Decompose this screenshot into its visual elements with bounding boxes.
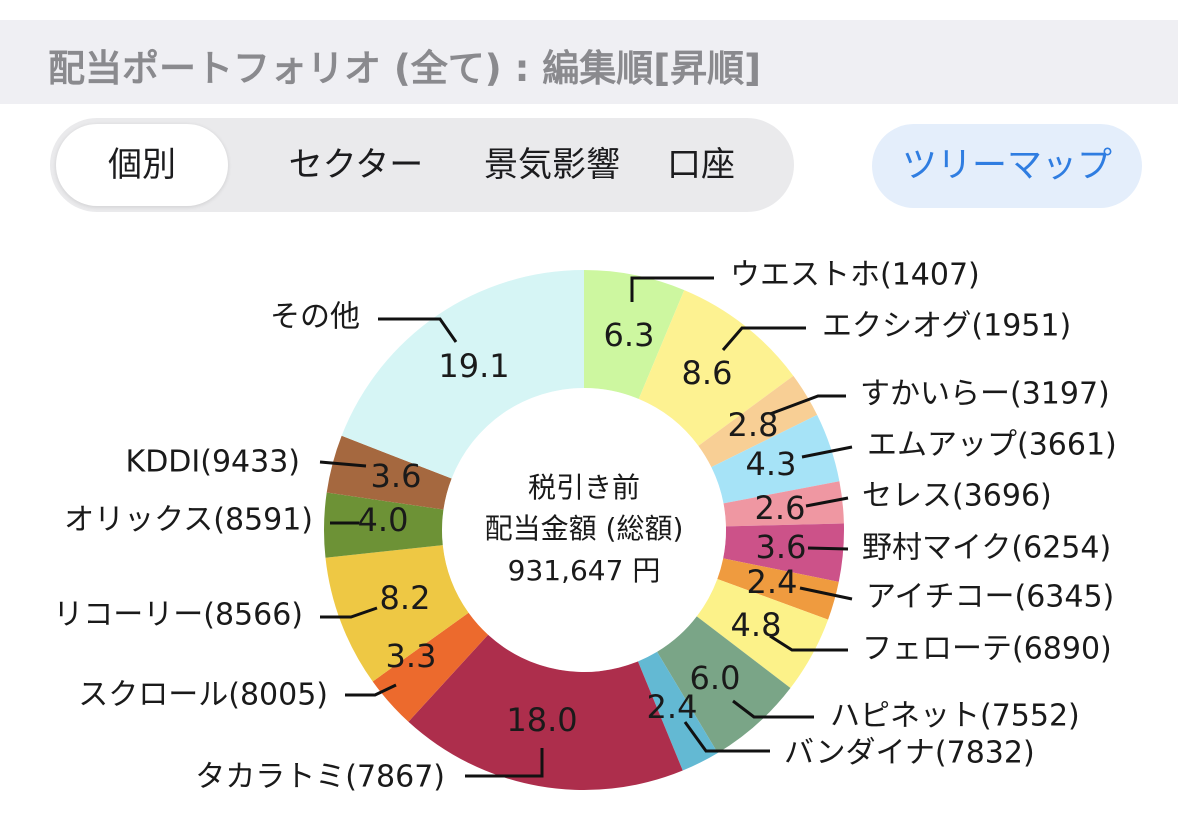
slice-value-label: 8.2 — [380, 579, 431, 617]
leader-line — [807, 546, 849, 551]
slice-name-label: エクシオグ(1951) — [822, 309, 1071, 344]
slice-value-label: 3.6 — [371, 457, 422, 495]
donut-slice-スクロール[interactable] — [372, 612, 489, 722]
slice-name-label: タカラトミ(7867) — [195, 760, 445, 795]
slice-name-label: セレス(3696) — [862, 479, 1052, 514]
slice-name-label: エムアップ(3661) — [867, 428, 1117, 463]
leader-line — [769, 394, 846, 416]
donut-hole — [458, 404, 710, 656]
donut-slice-野村マイク[interactable] — [723, 523, 844, 582]
donut-slice-オリックス[interactable] — [324, 492, 444, 558]
leader-line — [769, 634, 848, 652]
slice-name-label: スクロール(8005) — [78, 678, 328, 713]
leader-line — [345, 683, 397, 697]
treemap-button[interactable]: ツリーマップ — [872, 124, 1142, 208]
leader-line — [721, 326, 806, 351]
donut-slice-KDDI[interactable] — [326, 435, 452, 510]
slice-name-label: ハピネット(7552) — [830, 699, 1080, 734]
slice-name-label: その他 — [270, 300, 360, 335]
header-bar: 配当ポートフォリオ (全て) : 編集順[昇順] — [0, 20, 1178, 104]
slice-name-label: すかいらー(3197) — [860, 377, 1110, 412]
leader-line — [805, 496, 849, 508]
donut-slice-すかいらー[interactable] — [698, 375, 818, 468]
slice-value-label: 4.0 — [358, 501, 409, 539]
slice-name-label: 野村マイク(6254) — [862, 531, 1111, 566]
slice-value-label: 2.6 — [755, 489, 806, 527]
view-segmented-control: 個別 セクター 景気影響 口座 — [50, 118, 794, 212]
slice-value-label: 4.3 — [746, 445, 797, 483]
donut-slice-ハピネット[interactable] — [657, 616, 791, 753]
slice-name-label: バンダイナ(7832) — [784, 736, 1035, 771]
donut-slice-フェローテ[interactable] — [696, 578, 829, 689]
tab-account[interactable]: 口座 — [667, 145, 735, 185]
leader-line — [683, 721, 770, 753]
slice-value-label: 19.1 — [438, 347, 509, 385]
leader-line — [465, 748, 544, 778]
slice-value-label: 2.4 — [647, 688, 698, 726]
donut-slice-アイチコー[interactable] — [717, 558, 839, 620]
leader-line — [319, 460, 367, 468]
tab-economic-impact[interactable]: 景気影響 — [484, 145, 620, 185]
slice-value-label: 2.4 — [747, 563, 798, 601]
donut-slice-ウエストホ[interactable] — [584, 270, 685, 399]
slice-value-label: 2.8 — [728, 406, 779, 444]
leader-line — [320, 606, 378, 619]
donut-slice-セレス[interactable] — [723, 481, 844, 527]
slice-name-label: オリックス(8591) — [64, 503, 313, 538]
slice-name-label: アイチコー(6345) — [866, 580, 1114, 615]
slice-name-label: リコーリー(8566) — [53, 598, 303, 633]
leader-line — [630, 276, 714, 302]
donut-slice-エムアップ[interactable] — [711, 414, 840, 504]
slice-value-label: 6.3 — [604, 316, 655, 354]
donut-slice-その他[interactable] — [341, 270, 584, 479]
slice-name-label: KDDI(9433) — [126, 445, 300, 480]
page-title: 配当ポートフォリオ (全て) : 編集順[昇順] — [48, 47, 762, 90]
slice-value-label: 3.6 — [756, 528, 807, 566]
center-total-amount: 931,647 円 — [508, 554, 661, 587]
tab-sector[interactable]: セクター — [288, 145, 424, 185]
leader-line — [801, 445, 853, 459]
slice-value-label: 3.3 — [386, 637, 437, 675]
center-caption-line2: 配当金額 (総額) — [485, 512, 684, 545]
center-caption-line1: 税引き前 — [528, 471, 640, 504]
slice-value-label: 8.6 — [682, 354, 733, 392]
leader-line — [732, 699, 814, 719]
leader-line — [378, 317, 458, 343]
slice-name-label: フェローテ(6890) — [862, 632, 1112, 667]
donut-slice-リコーリー[interactable] — [325, 545, 469, 682]
slice-value-label: 18.0 — [506, 701, 577, 739]
tab-individual[interactable]: 個別 — [56, 124, 228, 206]
donut-slice-タカラトミ[interactable] — [408, 634, 683, 790]
slice-value-label: 4.8 — [731, 606, 782, 644]
slice-name-label: ウエストホ(1407) — [730, 258, 980, 293]
slice-value-label: 6.0 — [690, 659, 741, 697]
donut-slice-エクシオグ[interactable] — [638, 290, 794, 446]
leader-line — [799, 586, 853, 601]
